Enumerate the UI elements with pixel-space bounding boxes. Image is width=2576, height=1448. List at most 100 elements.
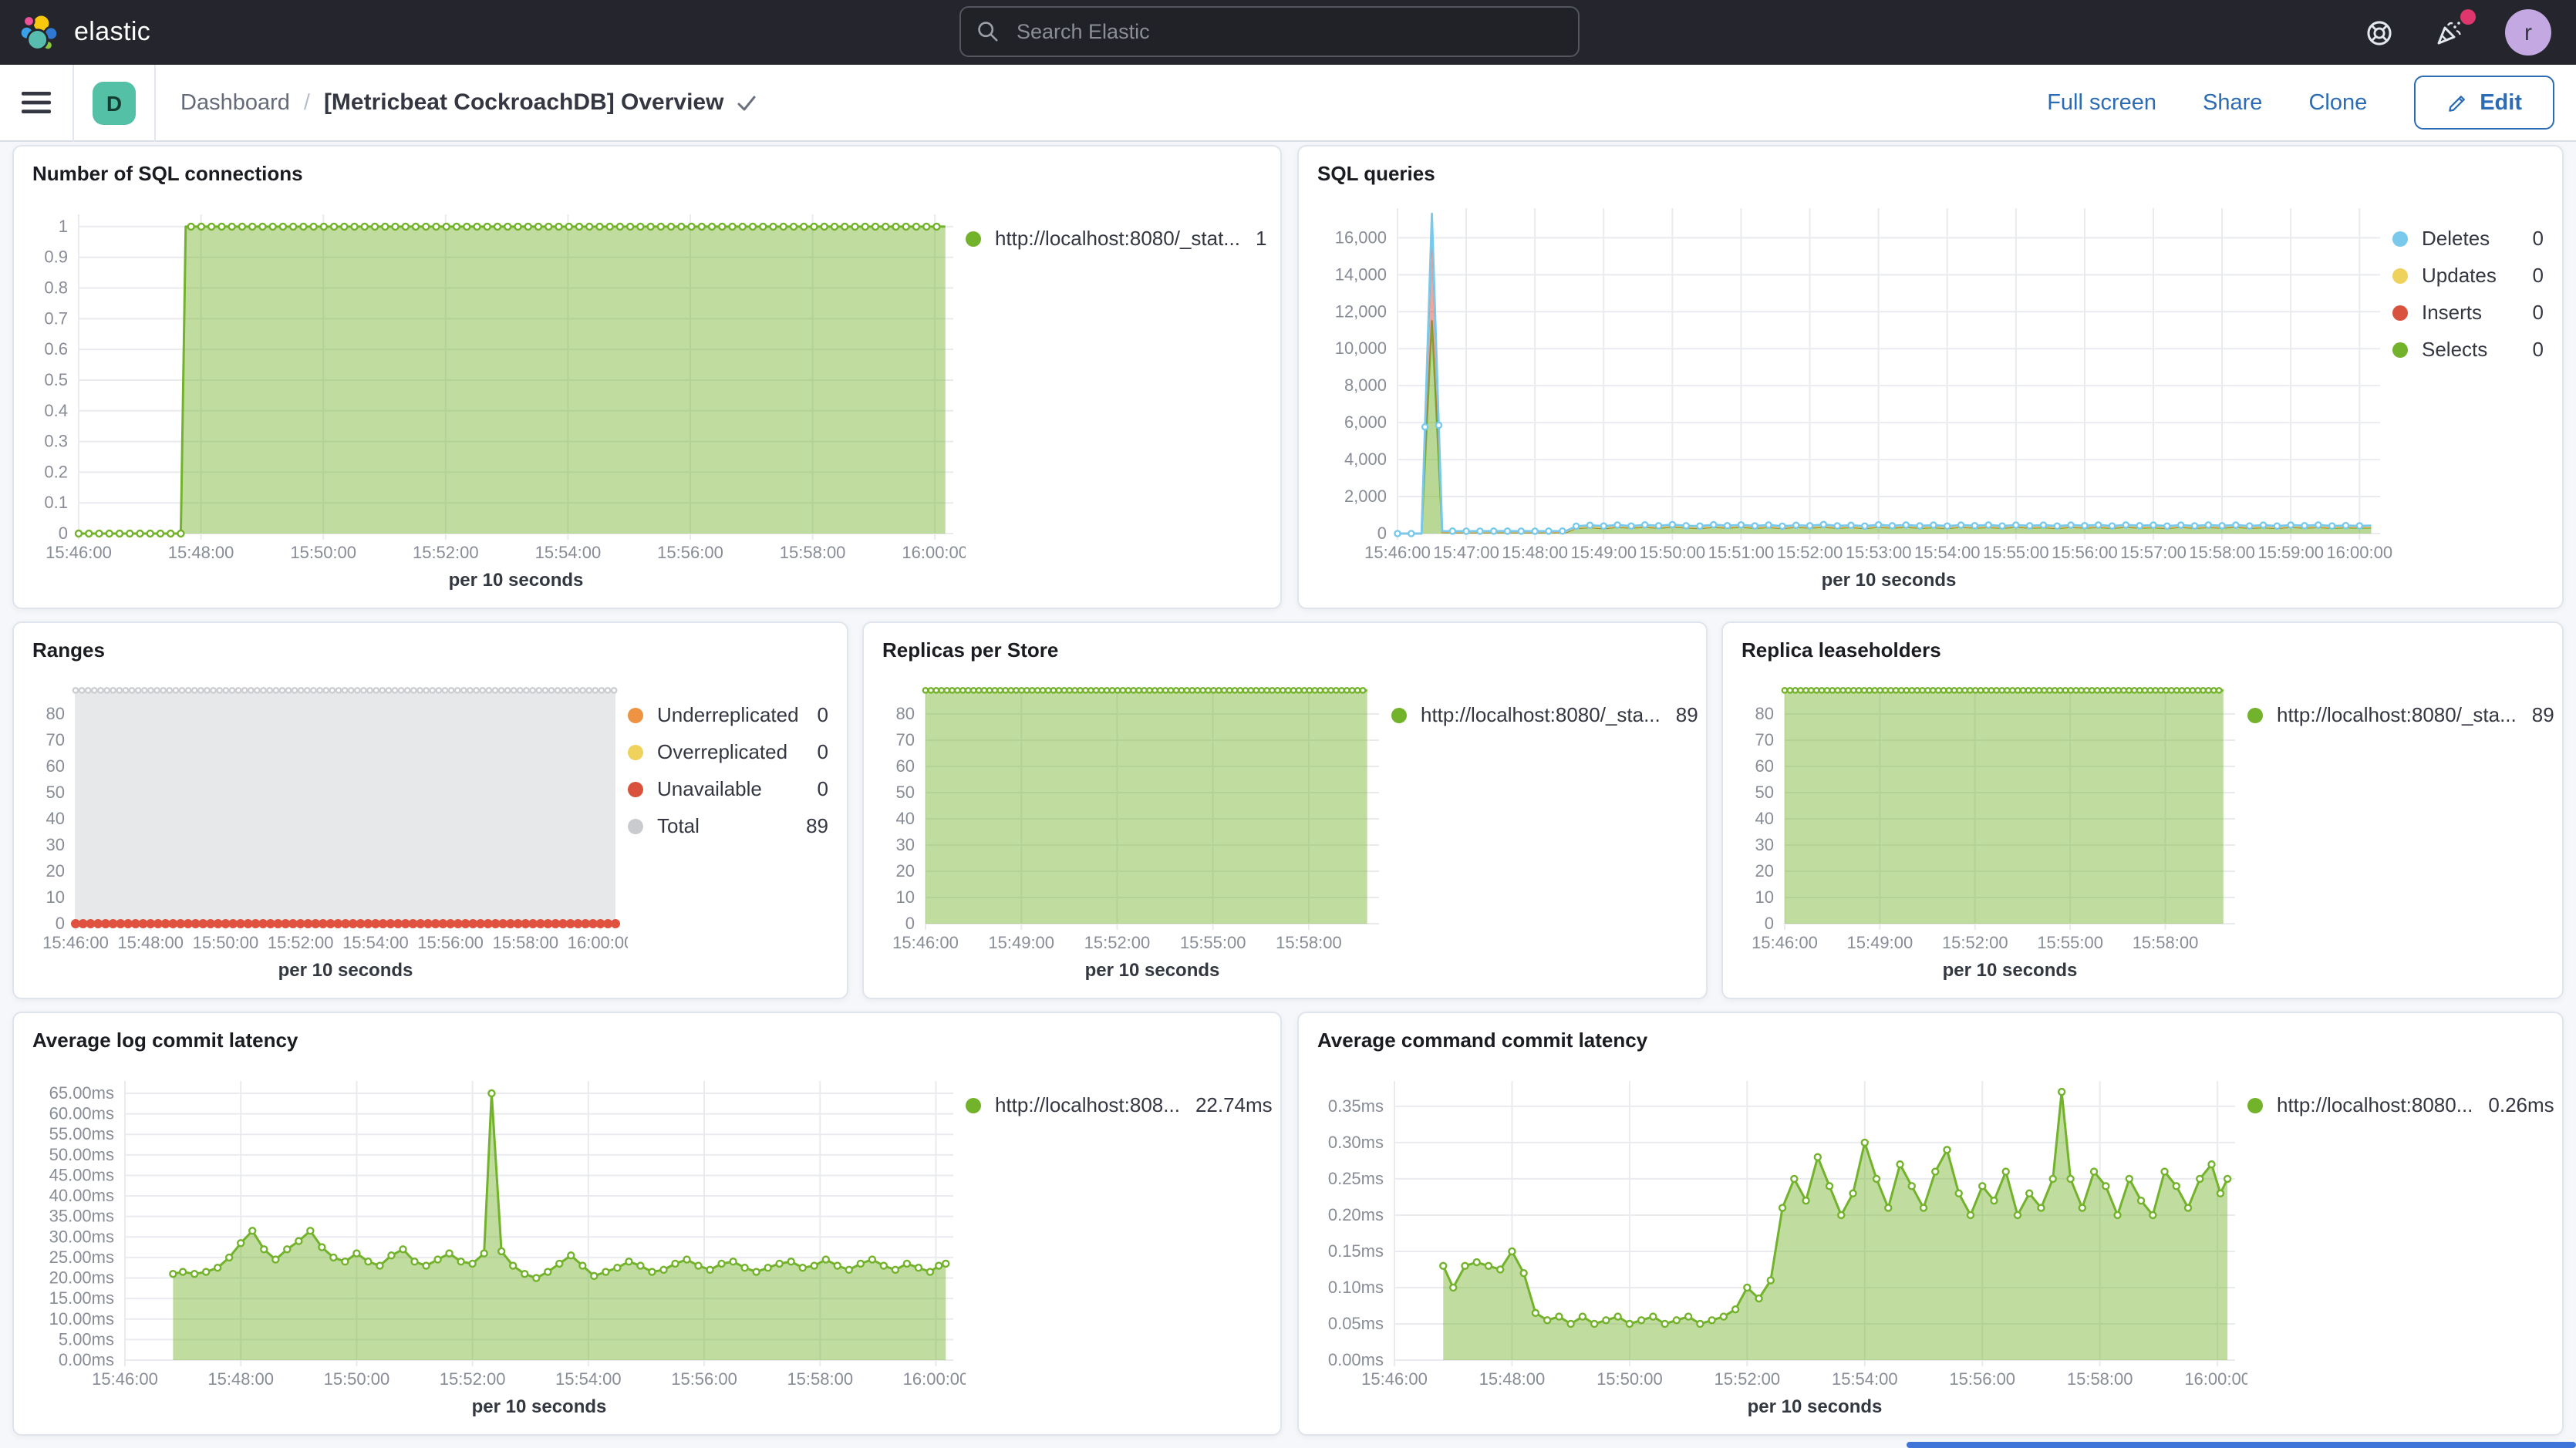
log-commit-latency-chart[interactable]: 65.00ms 60.00ms 55.00ms 50.00ms 45.00ms 40.00… [32, 1059, 969, 1419]
svg-text:15:52:00: 15:52:00 [1942, 933, 2008, 952]
menu-icon[interactable] [12, 91, 60, 114]
legend-value: 0 [2532, 301, 2544, 324]
legend-item[interactable]: http://localhost:8080/_sta... 89 [2247, 703, 2554, 726]
svg-text:30: 30 [1755, 835, 1774, 854]
legend-item[interactable]: Selects 0 [2392, 338, 2544, 361]
legend-value: 89 [1675, 703, 1698, 726]
svg-text:15:56:00: 15:56:00 [1949, 1369, 2015, 1389]
full-screen-button[interactable]: Full screen [2047, 90, 2157, 115]
svg-text:50: 50 [46, 783, 65, 802]
help-icon[interactable] [2365, 18, 2394, 47]
svg-text:15:50:00: 15:50:00 [290, 543, 356, 562]
legend-value: 0.26ms [2488, 1093, 2554, 1116]
sql-connections-chart[interactable]: 1 0.9 0.8 0.7 0.6 0.5 0.4 0.3 0.2 0.1 0 15:46:00 15:… [32, 193, 968, 592]
legend-item[interactable]: http://localhost:8080... 0.26ms [2247, 1093, 2554, 1116]
svg-text:55.00ms: 55.00ms [49, 1124, 114, 1143]
legend-label: http://localhost:8080/_sta... [1421, 703, 1661, 726]
svg-text:15:55:00: 15:55:00 [1983, 543, 2049, 562]
chart-legend: Deletes 0 Updates 0 Inserts 0 Selects 0 [2392, 193, 2544, 592]
panel-title[interactable]: SQL queries [1317, 162, 1435, 185]
legend-label: http://localhost:8080... [2277, 1093, 2473, 1116]
sql-queries-chart[interactable]: 16,000 14,000 12,000 10,000 8,000 6,000 4,000 2… [1317, 193, 2392, 592]
svg-text:15:50:00: 15:50:00 [193, 933, 259, 952]
svg-text:50: 50 [896, 783, 915, 802]
svg-text:0: 0 [59, 524, 68, 543]
svg-text:4,000: 4,000 [1344, 450, 1387, 469]
svg-text:15:46:00: 15:46:00 [892, 933, 959, 952]
legend-color-dot [628, 818, 643, 833]
replicas-per-store-chart[interactable]: 80 70 60 50 40 30 20 10 0 15:46:00 15:49:00 15:52:0… [882, 669, 1391, 982]
legend-item[interactable]: Deletes 0 [2392, 227, 2544, 250]
svg-text:per 10 seconds: per 10 seconds [1943, 960, 2078, 981]
svg-text:15:54:00: 15:54:00 [1832, 1369, 1898, 1389]
svg-text:per 10 seconds: per 10 seconds [1822, 570, 1957, 591]
legend-item[interactable]: Inserts 0 [2392, 301, 2544, 324]
svg-text:per 10 seconds: per 10 seconds [278, 960, 413, 981]
legend-item[interactable]: Updates 0 [2392, 264, 2544, 287]
share-button[interactable]: Share [2203, 90, 2263, 115]
horizontal-scrollbar-thumb[interactable] [1907, 1442, 2576, 1448]
user-avatar[interactable]: r [2505, 9, 2551, 56]
ranges-chart[interactable]: 80 70 60 50 40 30 20 10 0 15:46:00 15:48:00 15:50:0… [32, 669, 633, 982]
svg-text:15:55:00: 15:55:00 [2037, 933, 2103, 952]
panel-title[interactable]: Replica leaseholders [1741, 638, 1941, 662]
legend-color-dot [628, 707, 643, 722]
legend-item[interactable]: http://localhost:8080/_sta... 89 [1391, 703, 1698, 726]
panel-sql-queries: SQL queries 16,000 14,000 12,000 10,000 8,00… [1297, 145, 2564, 609]
svg-text:15:48:00: 15:48:00 [117, 933, 184, 952]
svg-text:16:00:00: 16:00:00 [2326, 543, 2392, 562]
edit-button[interactable]: Edit [2413, 76, 2554, 130]
svg-text:0.5: 0.5 [44, 370, 68, 389]
elastic-logo[interactable]: elastic [19, 12, 150, 53]
command-commit-latency-chart[interactable]: 0.35ms 0.30ms 0.25ms 0.20ms 0.15ms 0.10ms 0.05… [1317, 1059, 2251, 1419]
dashboard-title[interactable]: [Metricbeat CockroachDB] Overview [324, 89, 758, 116]
replica-leaseholders-chart[interactable]: 80 70 60 50 40 30 20 10 0 15:46:00 15:49:00 15:52:0… [1741, 669, 2247, 982]
panel-title[interactable]: Ranges [32, 638, 105, 662]
chart-legend: http://localhost:8080/_sta... 89 [1391, 669, 1698, 982]
panel-title[interactable]: Replicas per Store [882, 638, 1059, 662]
legend-color-dot [1391, 707, 1407, 722]
panel-title[interactable]: Average log commit latency [32, 1029, 298, 1052]
svg-text:60: 60 [46, 756, 65, 776]
legend-value: 89 [2531, 703, 2554, 726]
dashboard-toolbar: D Dashboard / [Metricbeat CockroachDB] O… [0, 64, 2576, 142]
svg-text:30: 30 [896, 835, 915, 854]
legend-item[interactable]: Unavailable 0 [628, 777, 828, 800]
notification-dot [2460, 9, 2476, 25]
svg-text:15:55:00: 15:55:00 [1180, 933, 1246, 952]
panel-title[interactable]: Average command commit latency [1317, 1029, 1648, 1052]
svg-text:0: 0 [905, 914, 915, 933]
svg-text:16,000: 16,000 [1335, 227, 1387, 247]
legend-color-dot [628, 781, 643, 796]
svg-text:15:49:00: 15:49:00 [1570, 543, 1637, 562]
search-bar[interactable] [959, 6, 1580, 57]
legend-label: Underreplicated [657, 703, 799, 726]
news-icon[interactable] [2434, 9, 2476, 48]
svg-text:20: 20 [46, 861, 65, 881]
svg-text:10,000: 10,000 [1335, 338, 1387, 358]
svg-text:15:58:00: 15:58:00 [2133, 933, 2199, 952]
svg-text:40: 40 [896, 809, 915, 828]
breadcrumb-dashboard-link[interactable]: Dashboard [180, 90, 290, 115]
svg-text:0.25ms: 0.25ms [1328, 1169, 1384, 1188]
legend-item[interactable]: http://localhost:8080/_stat... 1 [966, 227, 1266, 250]
svg-text:16:00:00: 16:00:00 [902, 543, 966, 562]
legend-item[interactable]: Underreplicated 0 [628, 703, 828, 726]
legend-item[interactable]: http://localhost:808... 22.74ms [966, 1093, 1273, 1116]
legend-value: 0 [2532, 227, 2544, 250]
dashboard-badge[interactable]: D [93, 81, 136, 124]
legend-item[interactable]: Total 89 [628, 814, 828, 837]
legend-label: Overreplicated [657, 740, 788, 763]
legend-item[interactable]: Overreplicated 0 [628, 740, 828, 763]
svg-text:0.3: 0.3 [44, 432, 68, 451]
svg-text:0.05ms: 0.05ms [1328, 1314, 1384, 1333]
svg-text:15:46:00: 15:46:00 [1361, 1369, 1428, 1389]
panel-title[interactable]: Number of SQL connections [32, 162, 303, 185]
dashboard-title-text: [Metricbeat CockroachDB] Overview [323, 89, 724, 116]
svg-text:15.00ms: 15.00ms [49, 1288, 114, 1308]
svg-text:0.6: 0.6 [44, 339, 68, 359]
edit-button-label: Edit [2480, 90, 2522, 115]
clone-button[interactable]: Clone [2308, 90, 2368, 115]
svg-text:15:50:00: 15:50:00 [1640, 543, 1706, 562]
search-input[interactable] [1013, 19, 1563, 45]
